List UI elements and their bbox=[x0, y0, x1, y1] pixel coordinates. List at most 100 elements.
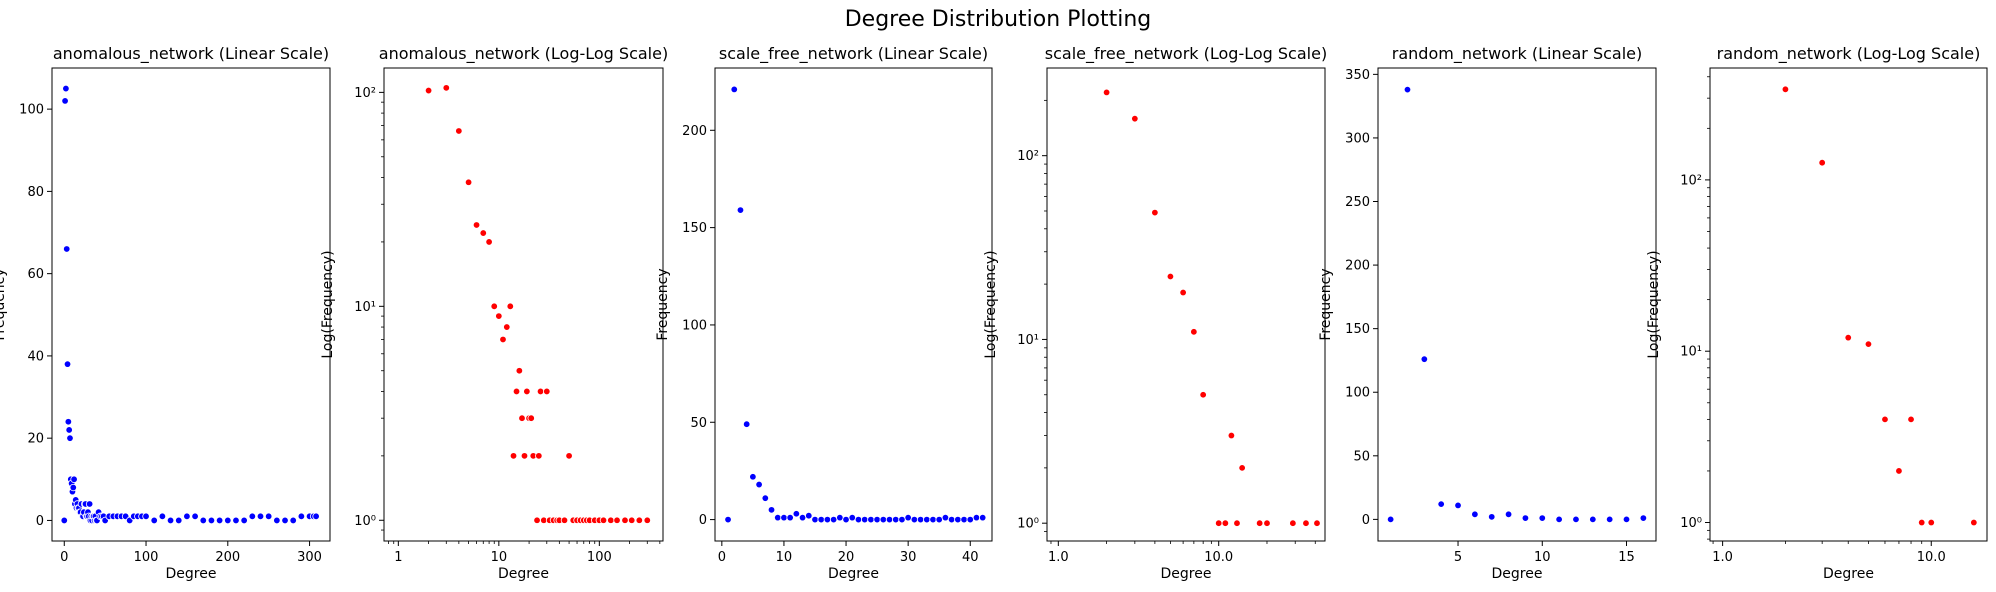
data-point bbox=[628, 516, 636, 524]
data-point bbox=[923, 515, 931, 524]
data-point bbox=[910, 515, 919, 524]
data-point bbox=[1504, 510, 1513, 518]
data-point bbox=[749, 473, 757, 481]
data-point bbox=[1199, 391, 1207, 399]
x-axis-label: Degree bbox=[1492, 566, 1543, 582]
y-axis-label: Log(Frequency) bbox=[320, 250, 336, 358]
data-point bbox=[70, 475, 78, 484]
y-tick-label: 10¹ bbox=[1680, 345, 1702, 360]
y-tick-label: 0 bbox=[1362, 513, 1370, 528]
y-tick-label: 10² bbox=[1017, 149, 1039, 164]
data-point bbox=[63, 245, 71, 253]
chart-title: anomalous_network (Log-Log Scale) bbox=[379, 44, 668, 64]
chart-panel: random_network (Log-Log Scale) 1.0 10.0 10⁰… bbox=[1646, 44, 1988, 582]
y-tick-label: 100 bbox=[1345, 386, 1370, 401]
y-tick-label: 10⁰ bbox=[1017, 517, 1039, 532]
data-point bbox=[264, 512, 273, 521]
data-point bbox=[289, 516, 297, 525]
data-point bbox=[1881, 415, 1889, 424]
data-point bbox=[533, 516, 541, 524]
y-tick-label: 0 bbox=[36, 514, 44, 529]
data-point bbox=[1437, 500, 1445, 508]
data-point bbox=[455, 127, 463, 135]
data-point bbox=[1179, 288, 1187, 297]
y-tick-label: 10⁰ bbox=[1680, 516, 1702, 531]
x-axis-label: Degree bbox=[498, 566, 549, 582]
y-tick-label: 80 bbox=[27, 185, 44, 200]
data-point bbox=[935, 515, 943, 524]
x-axis-label: Degree bbox=[166, 566, 217, 582]
data-point bbox=[281, 516, 289, 525]
data-point bbox=[232, 516, 240, 525]
y-axis-label: Frequency bbox=[0, 268, 8, 340]
data-point bbox=[64, 418, 73, 426]
data-point bbox=[1844, 333, 1852, 342]
data-point bbox=[848, 513, 856, 522]
data-point bbox=[1302, 519, 1310, 527]
data-point bbox=[1818, 159, 1826, 167]
x-tick-label: 200 bbox=[215, 550, 240, 565]
x-tick-label: 10 bbox=[1534, 550, 1551, 565]
data-point bbox=[273, 516, 281, 525]
data-point bbox=[1190, 328, 1198, 336]
axes-frame bbox=[1377, 67, 1657, 542]
figure-suptitle: Degree Distribution Plotting bbox=[845, 7, 1152, 32]
chart-panel: anomalous_network (Linear Scale)0 100 200 3… bbox=[0, 44, 331, 582]
data-point bbox=[543, 387, 551, 396]
data-point bbox=[479, 229, 487, 237]
y-axis-label: Log(Frequency) bbox=[983, 250, 999, 358]
x-tick-label: 10 bbox=[491, 550, 508, 565]
data-point bbox=[1639, 514, 1648, 522]
y-tick-label: 10² bbox=[354, 86, 376, 101]
data-point bbox=[730, 85, 738, 94]
data-point bbox=[811, 515, 819, 524]
data-point bbox=[1215, 519, 1223, 527]
axes-frame bbox=[51, 67, 331, 542]
data-point bbox=[248, 512, 257, 521]
data-point bbox=[63, 360, 72, 368]
data-point bbox=[607, 516, 615, 524]
data-point bbox=[1227, 431, 1236, 440]
data-point bbox=[515, 367, 524, 375]
y-tick-label: 10² bbox=[1680, 173, 1702, 188]
data-point bbox=[512, 387, 521, 396]
data-point bbox=[61, 97, 69, 105]
data-point bbox=[60, 516, 68, 525]
data-point bbox=[1403, 85, 1412, 94]
data-point bbox=[560, 516, 569, 524]
data-point bbox=[867, 515, 875, 524]
y-tick-label: 60 bbox=[27, 267, 44, 282]
y-tick-label: 20 bbox=[27, 432, 44, 447]
data-point bbox=[523, 387, 531, 396]
data-point bbox=[954, 515, 962, 524]
axes-frame bbox=[1046, 67, 1326, 542]
chart-title: anomalous_network (Linear Scale) bbox=[53, 44, 329, 64]
data-point bbox=[191, 512, 199, 521]
data-point bbox=[854, 515, 863, 524]
x-tick-label: 1 bbox=[394, 550, 402, 565]
data-point bbox=[829, 515, 838, 524]
data-point bbox=[805, 511, 813, 520]
chart-panel: scale_free_network (Log-Log Scale) 1.0 10.… bbox=[983, 44, 1327, 582]
data-point bbox=[621, 516, 629, 524]
data-point bbox=[798, 513, 807, 522]
y-tick-label: 10¹ bbox=[1017, 333, 1039, 348]
data-point bbox=[256, 512, 265, 521]
data-point bbox=[643, 516, 651, 524]
y-tick-label: 200 bbox=[682, 124, 707, 139]
data-point bbox=[1572, 515, 1580, 524]
data-point bbox=[183, 512, 191, 521]
data-point bbox=[1488, 513, 1496, 521]
data-point bbox=[503, 323, 511, 331]
data-point bbox=[1166, 272, 1175, 281]
x-tick-label: 10.0 bbox=[1917, 550, 1946, 565]
y-axis-label: Frequency bbox=[655, 268, 671, 340]
data-point bbox=[916, 515, 925, 524]
data-point bbox=[158, 512, 167, 521]
data-point bbox=[1454, 501, 1462, 510]
y-axis-label: Log(Frequency) bbox=[1646, 250, 1662, 358]
y-tick-label: 300 bbox=[1345, 131, 1370, 146]
data-point bbox=[724, 515, 732, 524]
axes-frame bbox=[383, 67, 664, 542]
